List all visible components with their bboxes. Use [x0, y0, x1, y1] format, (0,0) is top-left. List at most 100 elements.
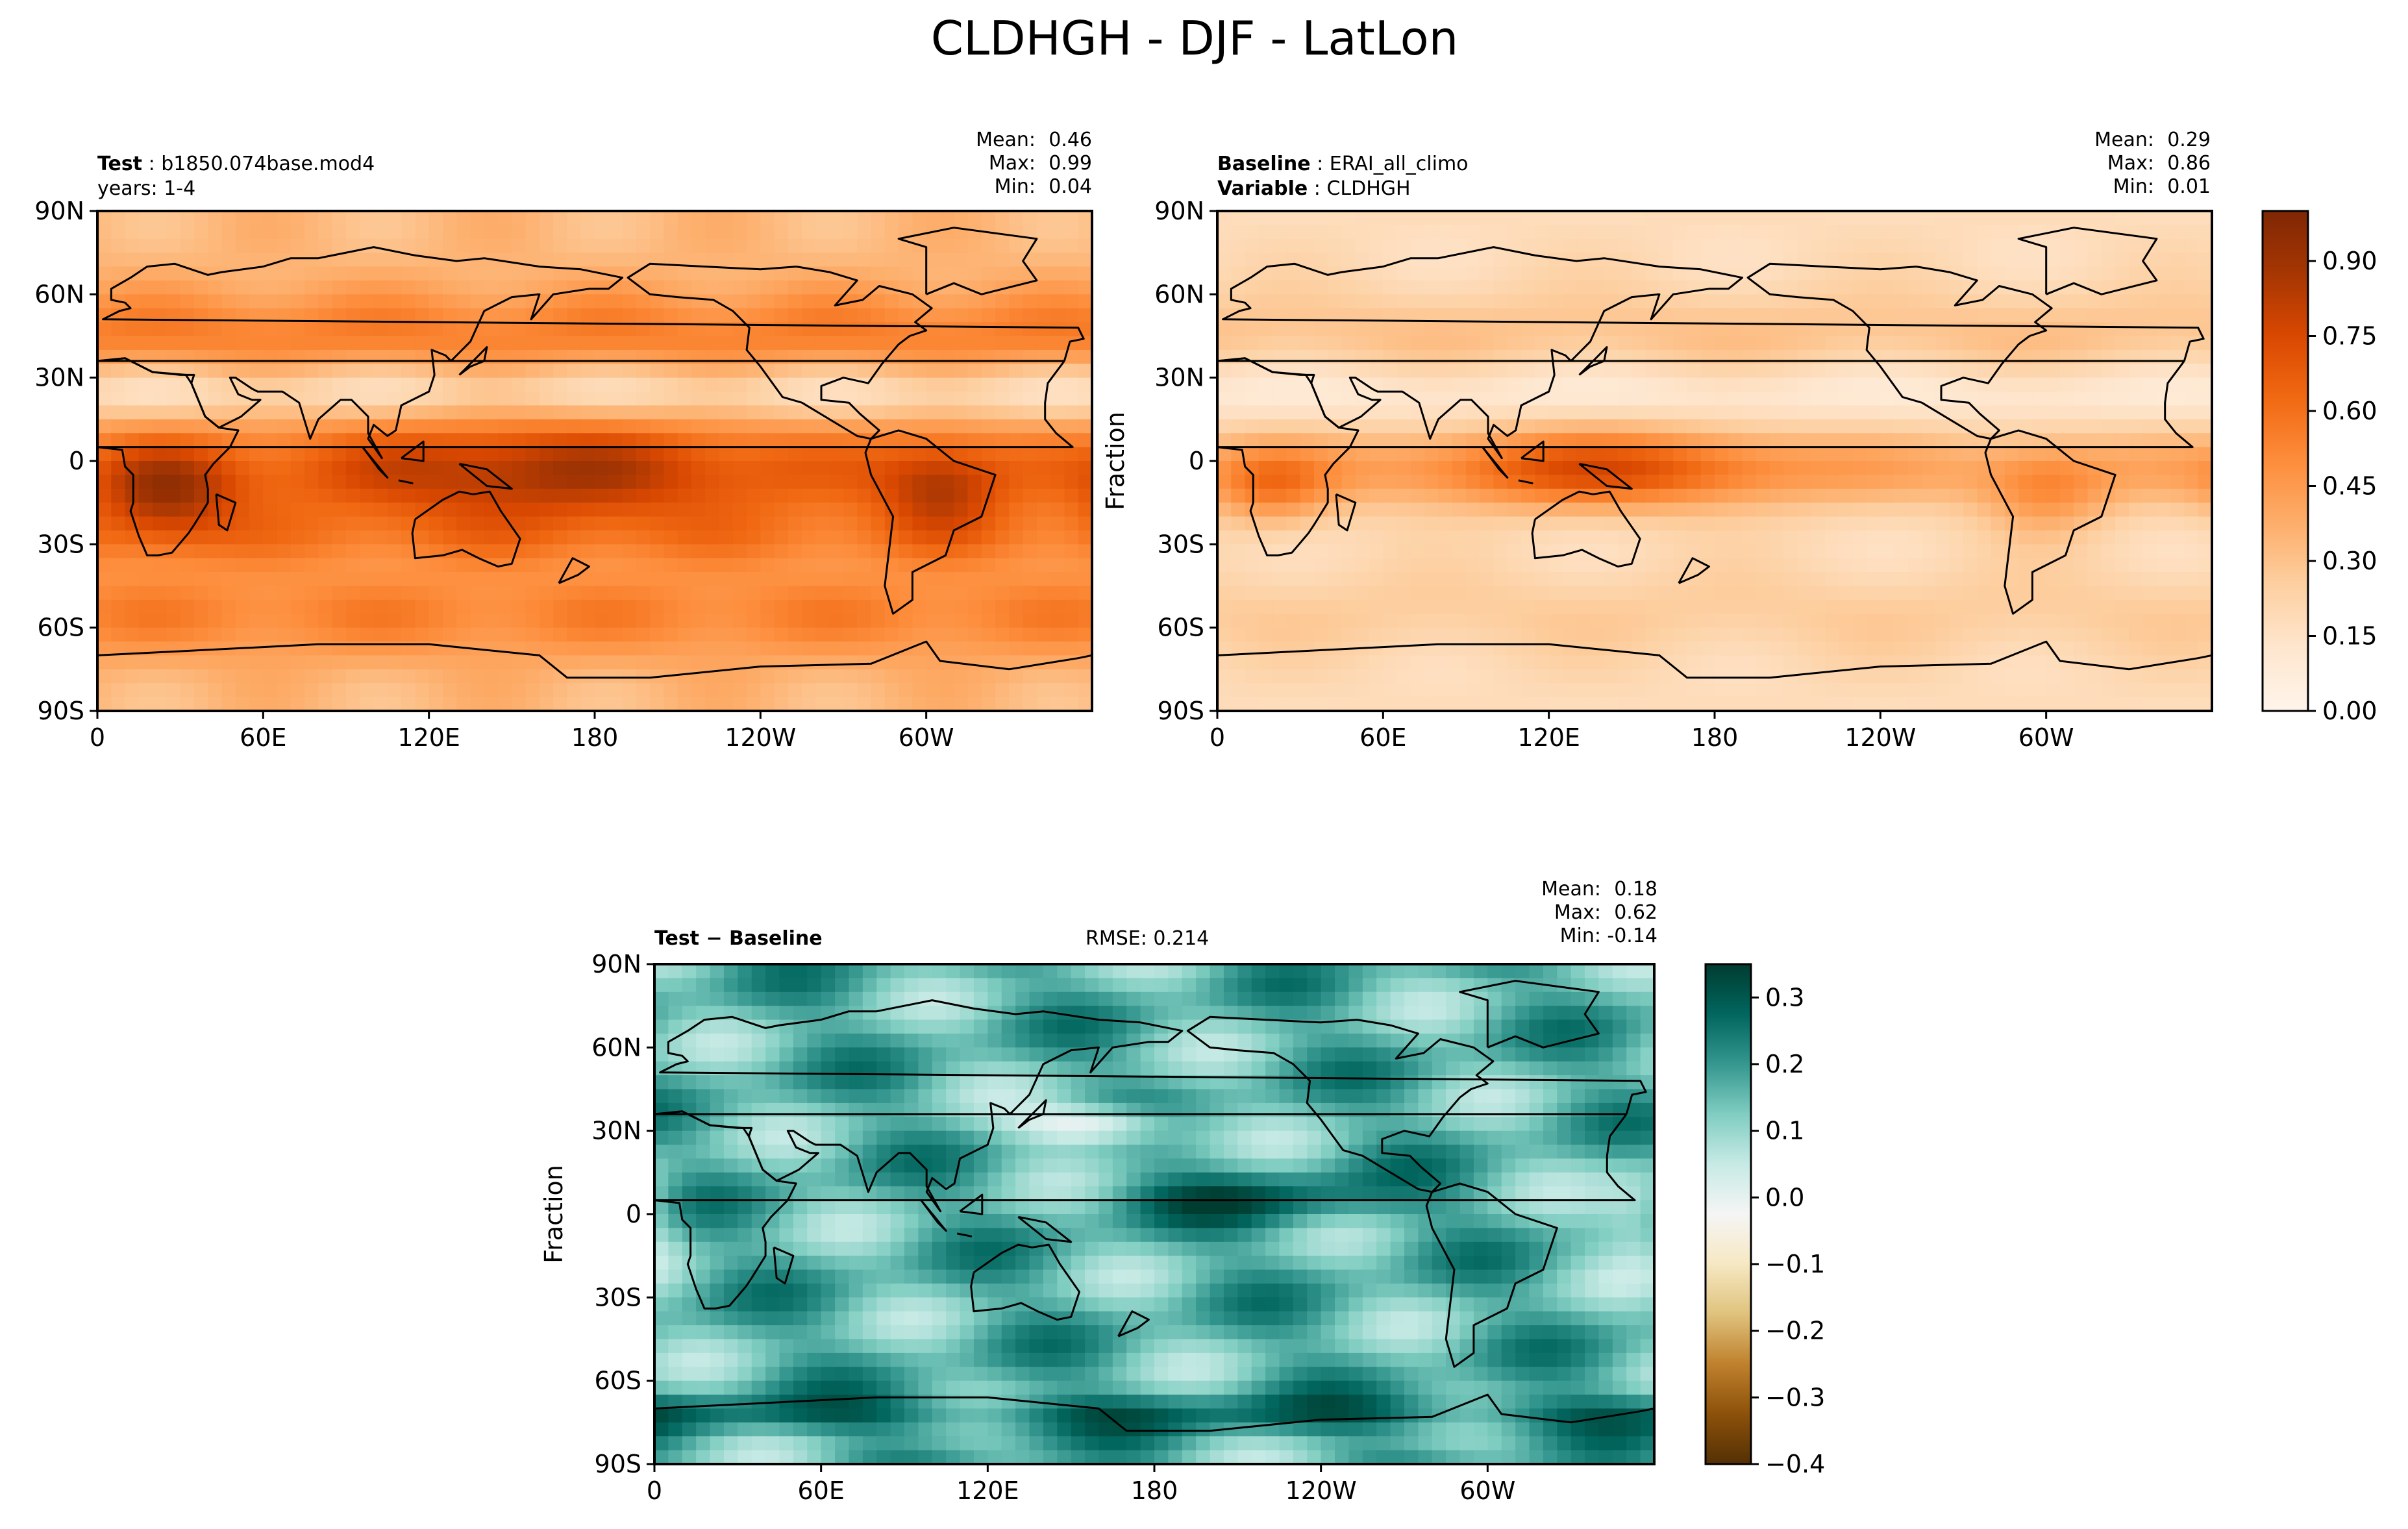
test-cell	[193, 447, 208, 462]
test-cell	[899, 461, 913, 475]
test-cell	[1064, 599, 1079, 614]
test-xtick-label: 60E	[240, 723, 286, 752]
test-cell	[815, 572, 830, 587]
test-cell	[650, 447, 664, 462]
baseline-cell	[1272, 544, 1287, 559]
test-cell	[111, 266, 126, 281]
test-cell	[235, 503, 250, 517]
baseline-cell	[2184, 364, 2199, 379]
baseline-cell	[2087, 433, 2102, 448]
baseline-cell	[2074, 447, 2089, 462]
test-cell	[567, 503, 582, 517]
baseline-cell	[1452, 627, 1467, 642]
test-cell	[346, 683, 360, 698]
test-cell	[815, 253, 830, 267]
test-cell	[125, 641, 140, 656]
test-cell	[277, 364, 292, 379]
test-cell	[553, 558, 568, 573]
baseline-cell	[1493, 238, 1508, 253]
baseline-cell	[2170, 641, 2185, 656]
test-cell	[208, 488, 223, 503]
test-cell	[871, 503, 886, 517]
baseline-cell	[1548, 308, 1563, 323]
baseline-cell	[1576, 503, 1591, 517]
test-cell	[277, 544, 292, 559]
test-cell	[138, 336, 153, 351]
test-cell	[1064, 488, 1079, 503]
test-cell	[912, 377, 927, 392]
test-cell	[221, 364, 236, 379]
baseline-cell	[1922, 349, 1937, 364]
baseline-cell	[1728, 544, 1743, 559]
test-cell	[304, 266, 319, 281]
test-cell	[512, 419, 527, 434]
test-cell	[138, 405, 153, 420]
test-cell	[622, 614, 637, 628]
test-cell	[263, 627, 278, 642]
baseline-cell	[2129, 627, 2144, 642]
test-cell	[926, 544, 941, 559]
test-cell	[193, 572, 208, 587]
test-cell	[677, 253, 692, 267]
baseline-cell	[1867, 433, 1881, 448]
baseline-variable-colon: :	[1308, 177, 1326, 200]
baseline-cell	[1548, 280, 1563, 295]
test-cell	[415, 336, 430, 351]
baseline-cell	[1383, 322, 1398, 337]
test-cell	[428, 294, 443, 309]
baseline-cell	[1756, 572, 1770, 587]
baseline-min-label: Min:	[2113, 175, 2154, 198]
baseline-cell	[2074, 392, 2089, 406]
test-cell	[553, 516, 568, 531]
baseline-cell	[2129, 488, 2144, 503]
test-cell	[290, 419, 305, 434]
test-cell	[193, 475, 208, 490]
baseline-cell	[1728, 377, 1743, 392]
test-cell	[428, 475, 443, 490]
test-cell	[263, 294, 278, 309]
test-cell	[401, 308, 416, 323]
test-cell	[732, 238, 747, 253]
test-cell	[373, 488, 388, 503]
test-cell	[719, 322, 734, 337]
baseline-cell	[2184, 419, 2199, 434]
test-cell	[304, 364, 319, 379]
baseline-cell	[1424, 336, 1439, 351]
test-cell	[1064, 349, 1079, 364]
baseline-cell	[1313, 447, 1328, 462]
baseline-cell	[1880, 599, 1895, 614]
test-cell	[553, 503, 568, 517]
baseline-cell	[1632, 392, 1646, 406]
test-cell	[567, 349, 582, 364]
test-cell	[456, 475, 471, 490]
baseline-cell	[2004, 280, 2019, 295]
test-cell	[595, 558, 609, 573]
test-cell	[387, 349, 402, 364]
baseline-cell	[1341, 586, 1356, 601]
baseline-cell	[1396, 308, 1411, 323]
baseline-cell	[2142, 627, 2157, 642]
test-cell	[373, 614, 388, 628]
test-cell	[498, 488, 512, 503]
test-cell	[512, 475, 527, 490]
test-cell	[567, 669, 582, 684]
baseline-cell	[1383, 516, 1398, 531]
baseline-cell	[2156, 586, 2171, 601]
baseline-cell	[1396, 572, 1411, 587]
baseline-cell	[1590, 614, 1605, 628]
test-cell	[1009, 377, 1024, 392]
test-cell	[719, 225, 734, 240]
test-cell	[153, 461, 167, 475]
baseline-cell	[1438, 544, 1453, 559]
test-cell	[815, 225, 830, 240]
test-cell	[318, 433, 333, 448]
test-cell	[512, 322, 527, 337]
baseline-cell	[1742, 238, 1757, 253]
baseline-cell	[2115, 322, 2129, 337]
test-cell	[332, 572, 347, 587]
baseline-cell	[1922, 544, 1937, 559]
baseline-cell	[2170, 294, 2185, 309]
baseline-cell	[1466, 349, 1480, 364]
baseline-cell	[2004, 294, 2019, 309]
baseline-cell	[1977, 503, 1992, 517]
